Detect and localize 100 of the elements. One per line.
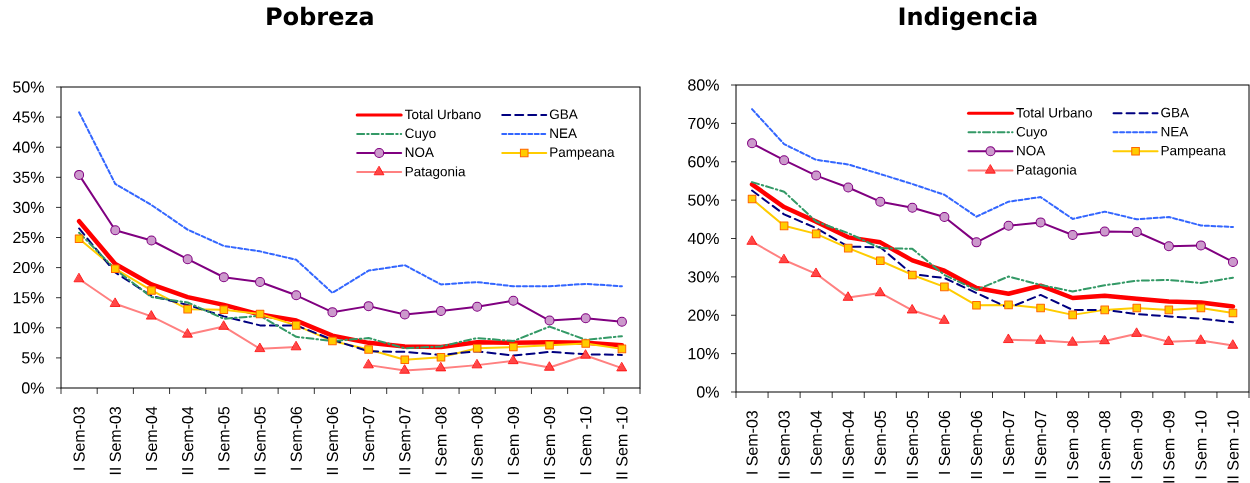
y-tick-label: 25% (13, 231, 44, 244)
legend-label: Total Urbano (1016, 107, 1092, 118)
point (875, 196, 886, 207)
y-tick-label: 0% (696, 386, 719, 398)
point (1163, 241, 1174, 252)
x-tick-label: I Sem-05 (874, 410, 886, 474)
point (508, 295, 519, 306)
x-tick-label: II Sem-05 (254, 406, 266, 475)
legend-label: NOA (1017, 145, 1046, 156)
point (779, 221, 789, 231)
x-tick-label: II Sem-06 (970, 410, 983, 479)
x-tick-label: I Sem -10 (580, 406, 592, 475)
point (436, 353, 446, 362)
point (435, 305, 446, 316)
legend-label: NEA (550, 128, 577, 138)
point (1196, 303, 1206, 313)
point (908, 270, 917, 280)
point (617, 344, 627, 354)
x-tick-label: II Sem-06 (326, 406, 339, 475)
y-tick-label: 10% (688, 347, 719, 360)
point (74, 234, 84, 244)
point (1195, 240, 1206, 251)
point (875, 256, 885, 266)
y-tick-label: 5% (21, 352, 44, 364)
x-tick-label: I Sem -09 (1131, 410, 1143, 479)
x-tick-label: I Sem-03 (73, 406, 85, 470)
x-tick-label: II Sem-03 (109, 406, 121, 475)
y-tick-label: 35% (13, 171, 44, 183)
point (328, 336, 337, 346)
point (747, 138, 758, 149)
x-tick-label: I Sem-06 (938, 410, 951, 474)
point (1036, 303, 1045, 313)
x-tick-label: II Sem -09 (1163, 410, 1175, 483)
y-tick-label: 0% (21, 382, 44, 394)
point (364, 345, 373, 354)
legend-label: Patagonia (1017, 164, 1077, 178)
legend-label: Pampeana (1161, 145, 1226, 158)
point (1068, 310, 1077, 320)
point (843, 182, 854, 193)
point (907, 202, 918, 213)
x-tick-label: I Sem-07 (362, 407, 375, 470)
point (327, 307, 338, 318)
legend-label: Cuyo (1016, 126, 1047, 140)
legend-label: GBA (1161, 107, 1190, 118)
y-tick-label: 30% (688, 271, 719, 283)
point (183, 304, 192, 314)
y-tick-label: 20% (13, 261, 44, 274)
x-tick-label: II Sem -08 (471, 406, 483, 479)
point (399, 309, 410, 320)
legend-label: NOA (405, 147, 434, 158)
x-tick-label: I Sem-07 (1002, 411, 1015, 474)
point (1067, 230, 1078, 241)
point (74, 169, 85, 180)
point (472, 301, 483, 312)
x-tick-label: I Sem-05 (218, 406, 230, 470)
point (843, 243, 853, 253)
x-tick-label: II Sem -08 (1099, 410, 1111, 483)
legend-label: GBA (549, 109, 578, 119)
legend-label: NEA (1161, 126, 1189, 137)
y-tick-label: 45% (12, 111, 44, 123)
x-tick-label: I Sem -10 (1195, 410, 1207, 479)
x-tick-label: II Sem -10 (616, 406, 628, 479)
y-tick-label: 20% (688, 309, 719, 321)
x-tick-label: I Sem-04 (810, 410, 822, 474)
y-tick-label: 15% (13, 292, 44, 304)
point (1228, 308, 1238, 318)
legend-label: Pampeana (550, 147, 615, 160)
y-tick-label: 10% (13, 322, 44, 334)
point (509, 342, 518, 352)
point (182, 254, 193, 265)
point (146, 235, 157, 246)
y-tick-label: 40% (687, 232, 719, 245)
point (1227, 256, 1238, 267)
x-tick-label: II Sem -10 (1227, 410, 1239, 483)
point (616, 316, 627, 327)
point (544, 315, 555, 326)
point (218, 272, 229, 283)
point (971, 237, 982, 248)
point (1003, 220, 1014, 231)
y-tick-label: 30% (13, 201, 44, 214)
point (291, 290, 302, 301)
x-tick-label: I Sem -08 (1067, 410, 1079, 479)
x-tick-label: II Sem-05 (906, 410, 919, 479)
y-tick-label: 40% (12, 141, 44, 153)
x-tick-label: I Sem-03 (746, 410, 758, 474)
x-tick-label: II Sem-04 (842, 410, 854, 479)
line-series (751, 108, 1234, 228)
point (580, 313, 591, 324)
point (291, 321, 301, 330)
point (545, 340, 554, 350)
x-tick-label: II Sem-07 (399, 407, 411, 475)
point (581, 339, 591, 348)
y-tick-label: 80% (688, 79, 719, 91)
point (779, 155, 790, 166)
chart-title: Pobreza (267, 6, 373, 26)
point (472, 343, 482, 353)
legend-label: Total Urbano (404, 109, 481, 120)
point (972, 300, 981, 310)
point (1099, 226, 1110, 237)
point (363, 301, 374, 312)
